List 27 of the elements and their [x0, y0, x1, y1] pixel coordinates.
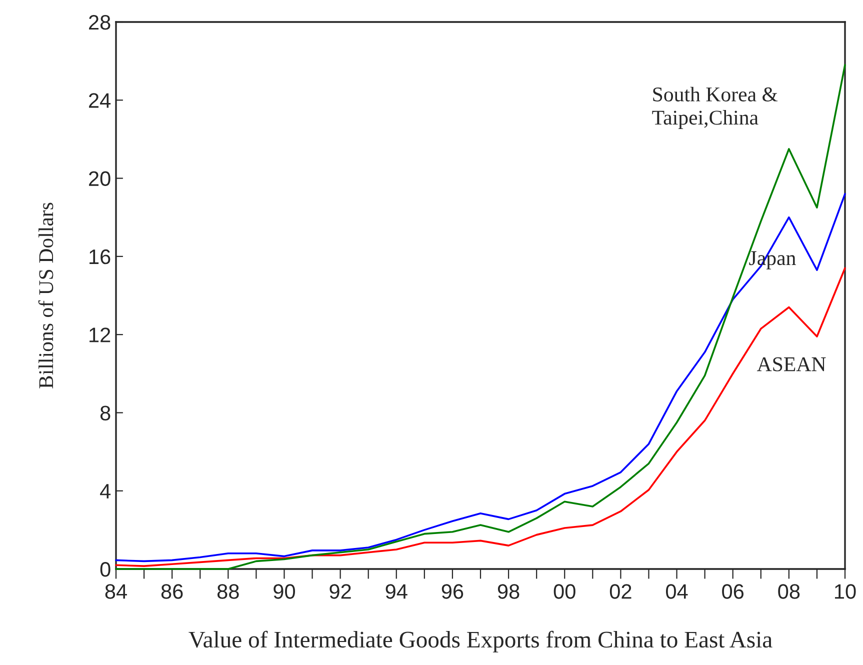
x-tick-label: 84: [105, 584, 127, 599]
x-tick-label: 00: [554, 584, 576, 599]
x-tick-label: 92: [330, 584, 351, 599]
y-tick-label: 16: [90, 249, 110, 264]
y-tick-label: 24: [89, 93, 111, 108]
x-tick-label: 06: [722, 584, 744, 599]
y-axis-title: Billions of US Dollars: [38, 202, 54, 388]
annotation: ASEAN: [756, 357, 826, 372]
x-axis-title: Value of Intermediate Goods Exports from China to East Asia: [188, 630, 772, 652]
y-tick-label: 12: [90, 328, 110, 342]
x-tick-label: 08: [778, 584, 800, 599]
y-tick-label: 8: [100, 406, 110, 420]
line-series: [115, 193, 846, 562]
x-tick-label: 94: [386, 584, 408, 599]
y-tick-label: 28: [89, 15, 110, 30]
y-tick-label: 0: [100, 562, 110, 577]
x-tick-label: 88: [217, 584, 239, 599]
x-tick-label: 02: [610, 584, 632, 599]
annotation: South Korea & Taipei,China: [652, 86, 778, 129]
y-tick-label: 20: [89, 171, 110, 186]
x-tick-label: 98: [498, 584, 520, 599]
y-tick-label: 4: [100, 484, 111, 498]
x-tick-label: 04: [666, 584, 688, 599]
x-tick-label: 86: [161, 584, 183, 599]
x-tick-label: 96: [442, 584, 464, 599]
x-tick-label: 10: [835, 584, 856, 599]
x-tick-label: 90: [274, 584, 296, 599]
